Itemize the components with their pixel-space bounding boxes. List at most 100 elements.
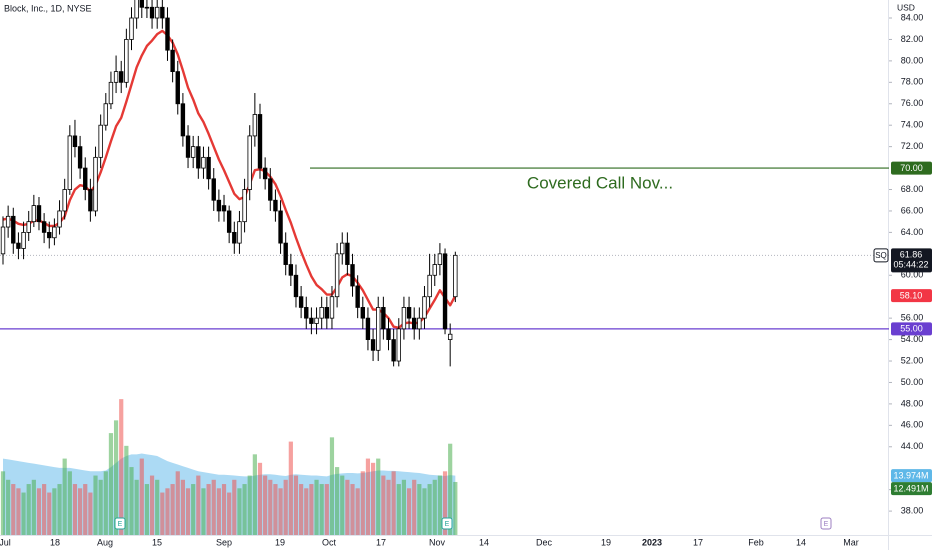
- currency-label: USD: [897, 2, 915, 12]
- y-tick-label: 38.00: [901, 505, 924, 515]
- volume-pane: [0, 399, 458, 535]
- volume-bar: [360, 471, 365, 535]
- earnings-icon: [114, 517, 126, 530]
- volume-bar: [448, 443, 453, 535]
- volume-bar: [196, 475, 201, 535]
- volume-bar: [52, 488, 57, 535]
- candle-body: [278, 210, 283, 244]
- volume-bar: [175, 471, 180, 535]
- candle-body: [119, 71, 124, 83]
- countdown-label: 05:44:22: [893, 260, 928, 270]
- candle-body: [355, 285, 360, 308]
- x-tick-label: Mar: [843, 537, 859, 547]
- candle-body: [180, 103, 186, 137]
- volume-bar: [324, 484, 329, 535]
- volume-bar: [108, 433, 114, 535]
- volume-bar: [31, 479, 36, 535]
- candle-body: [314, 317, 319, 324]
- candle-body: [293, 274, 299, 298]
- volume-bar: [170, 484, 175, 535]
- candle-body: [447, 333, 453, 340]
- volume-bar: [391, 471, 396, 535]
- candle-body: [304, 307, 309, 319]
- volume-bar: [221, 484, 227, 535]
- volume-bar: [93, 475, 98, 535]
- candle-body: [77, 146, 83, 169]
- candle-body: [134, 0, 139, 19]
- volume-bar: [180, 479, 185, 535]
- volume-bar: [185, 488, 191, 535]
- volume-bar: [21, 492, 26, 535]
- volume-bar: [381, 475, 386, 535]
- candle-body: [57, 210, 62, 228]
- symbol-tag: [873, 248, 889, 263]
- volume-bar: [304, 488, 309, 535]
- volume-bar: [273, 484, 278, 535]
- candle-body: [298, 296, 304, 308]
- annotation: Covered Call Nov...: [527, 173, 673, 192]
- volume-bar: [57, 484, 62, 535]
- volume-bar: [0, 471, 6, 535]
- candle-body: [170, 49, 175, 73]
- volume-bar: [103, 471, 108, 535]
- y-tick-label: 52.00: [901, 355, 924, 365]
- volume-bar: [72, 484, 78, 535]
- candle-body: [283, 242, 288, 265]
- volume-bar: [144, 484, 150, 535]
- candle-body: [139, 0, 144, 8]
- x-tick-label: 14: [479, 537, 489, 547]
- x-tick-label: Nov: [429, 537, 446, 547]
- x-tick-label: 19: [275, 537, 285, 547]
- volume-bar: [191, 484, 196, 535]
- ema-tag: [891, 289, 932, 303]
- volume-bar: [36, 488, 42, 535]
- candle-body: [41, 221, 47, 233]
- candle-body: [386, 328, 391, 340]
- last-price-label: 61.86: [900, 250, 923, 260]
- x-tick-label: 17: [376, 537, 386, 547]
- volume-bar: [406, 488, 412, 535]
- candle-body: [334, 253, 340, 298]
- price-scale: 55.00 70.00 84.00 82.00 80.00 78.00 76.00 74.00…: [873, 12, 932, 515]
- volume-bar: [299, 484, 304, 535]
- candle-body: [221, 205, 227, 212]
- price-pane: Covered Call Nov...: [0, 0, 889, 367]
- candle-body: [329, 296, 335, 319]
- volume-bar: [319, 484, 324, 535]
- volume-bar: [437, 475, 442, 535]
- volume-bar: [329, 437, 335, 535]
- candle-body: [201, 156, 206, 169]
- candle-body: [93, 156, 98, 212]
- volume-bar: [201, 488, 206, 535]
- level-tag: [891, 322, 932, 336]
- volume-bar: [11, 484, 16, 535]
- x-tick-label: 2023: [642, 537, 662, 547]
- candle-body: [21, 231, 26, 249]
- earnings-icon: [820, 517, 832, 530]
- volume-bar: [227, 492, 232, 535]
- volume-ma-tag: [891, 469, 932, 483]
- earnings-icon: [441, 517, 453, 530]
- candle-body: [401, 307, 407, 330]
- x-tick-label: 19: [601, 537, 611, 547]
- y-tick-label: 44.00: [901, 441, 924, 451]
- candle-body: [396, 328, 401, 362]
- volume-bar: [67, 471, 72, 535]
- volume-bar: [370, 462, 376, 535]
- candle-body: [319, 307, 324, 319]
- volume-bar: [16, 488, 21, 535]
- y-tick-label: 66.00: [901, 205, 924, 215]
- volume-bar: [247, 475, 252, 535]
- volume-bar: [355, 488, 360, 535]
- candle-body: [11, 215, 16, 244]
- volume-bar: [345, 479, 350, 535]
- candle-body: [98, 124, 103, 158]
- candle-body: [154, 6, 160, 19]
- volume-bar: [88, 492, 93, 535]
- candle-body: [376, 307, 381, 351]
- candle-body: [5, 215, 11, 228]
- volume-bar: [6, 479, 11, 535]
- volume-bar: [412, 479, 417, 535]
- y-tick-label: 64.00: [901, 227, 924, 237]
